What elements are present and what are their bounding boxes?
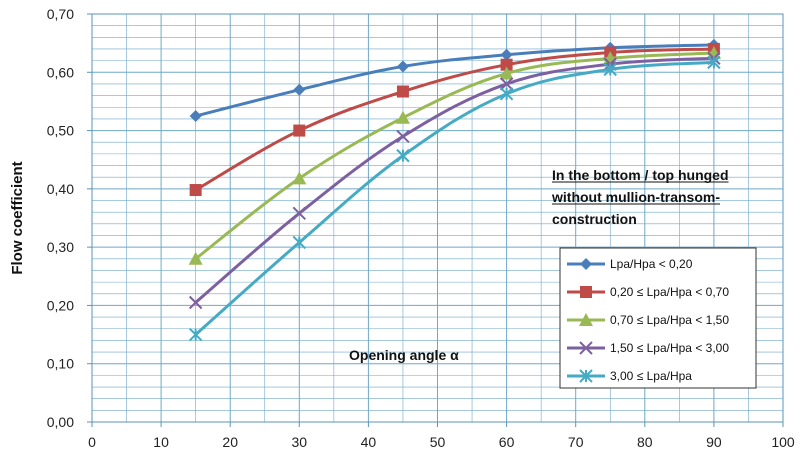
- series-line: [194, 56, 714, 304]
- series-line: [194, 51, 714, 260]
- legend-label: 1,50 ≤ Lpa/Hpa < 3,00: [610, 341, 729, 355]
- data-point: [189, 110, 202, 122]
- legend-label: Lpa/Hpa < 0,20: [610, 257, 693, 271]
- x-tick-label: 10: [153, 434, 169, 450]
- annotation-line: In the bottom / top hunged: [552, 167, 729, 183]
- series-3: [188, 46, 721, 265]
- x-tick-label: 100: [771, 434, 795, 450]
- legend-marker: [580, 286, 592, 298]
- legend-marker: [580, 258, 592, 270]
- x-tick-label: 30: [292, 434, 308, 450]
- x-tick-label: 40: [361, 434, 377, 450]
- legend-label: 0,20 ≤ Lpa/Hpa < 0,70: [610, 285, 729, 299]
- data-point: [396, 85, 409, 98]
- x-tick-label: 50: [430, 434, 446, 450]
- x-tick-label: 70: [568, 434, 584, 450]
- x-tick-label: 60: [499, 434, 515, 450]
- data-point: [499, 66, 514, 80]
- data-point: [499, 87, 514, 101]
- data-point: [293, 124, 306, 137]
- x-tick-label: 90: [706, 434, 722, 450]
- data-point: [292, 206, 307, 221]
- data-point: [292, 171, 307, 185]
- data-point: [395, 110, 410, 124]
- legend-marker: [579, 341, 593, 355]
- x-axis-label: Opening angle α: [349, 347, 459, 363]
- data-point: [396, 148, 410, 163]
- series-line: [195, 43, 714, 118]
- y-tick-label: 0,60: [47, 64, 74, 80]
- annotation-line: without mullion-transom-: [551, 189, 720, 205]
- data-point: [707, 55, 721, 70]
- data-point: [188, 295, 203, 310]
- data-point: [188, 251, 203, 265]
- axes: 0 10 20 30 40 50 60 70 80 90 100 0,00 0,10 0,20 0,30 0,…: [47, 6, 795, 450]
- x-tick-label: 80: [637, 434, 653, 450]
- data-point: [396, 60, 409, 73]
- legend-label: 3,00 ≤ Lpa/Hpa: [610, 369, 692, 383]
- y-tick-label: 0,70: [47, 6, 74, 22]
- y-tick-label: 0,10: [47, 356, 74, 372]
- grid-lines: [91, 13, 784, 423]
- data-point: [500, 58, 513, 71]
- data-point: [293, 83, 306, 96]
- series-line: [194, 47, 714, 192]
- data-point: [500, 48, 513, 61]
- y-tick-label: 0,40: [47, 181, 74, 197]
- series-2: [189, 42, 720, 197]
- data-point: [396, 129, 410, 144]
- y-tick-label: 0,50: [47, 123, 74, 139]
- legend-box: [559, 247, 757, 389]
- series-5: [188, 55, 721, 342]
- y-tick-label: 0,20: [47, 297, 74, 313]
- data-point: [292, 235, 307, 250]
- y-axis-label: Flow coefficient: [9, 161, 26, 274]
- legend: Lpa/Hpa < 0,20 0,20 ≤ Lpa/Hpa < 0,70 0,70 …: [559, 247, 757, 389]
- x-tick-label: 20: [222, 434, 238, 450]
- y-tick-label: 0,30: [47, 239, 74, 255]
- series-line: [194, 60, 715, 336]
- y-tick-label: 0,00: [47, 414, 74, 430]
- legend-marker: [579, 369, 593, 383]
- chart-annotation: In the bottom / top hunged without mullio…: [551, 167, 729, 227]
- annotation-line: construction: [552, 211, 637, 227]
- legend-marker: [579, 313, 593, 326]
- data-point: [189, 184, 202, 197]
- series-lines: [188, 38, 721, 342]
- data-point: [499, 77, 514, 91]
- data-point: [603, 62, 617, 77]
- data-point: [188, 327, 203, 342]
- x-tick-label: 0: [88, 434, 96, 450]
- legend-label: 0,70 ≤ Lpa/Hpa < 1,50: [610, 313, 729, 327]
